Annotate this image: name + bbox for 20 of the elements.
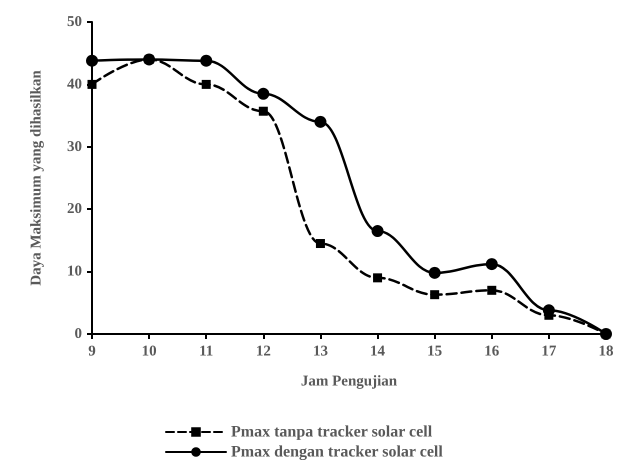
legend-label: Pmax dengan tracker solar cell <box>231 444 444 460</box>
x-tick-label: 11 <box>199 344 214 360</box>
x-tick-label: 16 <box>484 344 500 360</box>
x-tick-label: 15 <box>427 344 442 360</box>
x-tick-label: 10 <box>142 344 157 360</box>
x-tick-label: 14 <box>370 344 386 360</box>
legend-label: Pmax tanpa tracker solar cell <box>231 424 433 440</box>
x-tick-label: 13 <box>312 344 328 360</box>
y-axis-title: Daya Maksimum yang dihasilkan <box>28 70 44 286</box>
x-tick-label: 17 <box>541 344 557 360</box>
y-tick-label: 20 <box>67 201 82 218</box>
x-tick-label: 9 <box>88 344 96 360</box>
y-tick-label: 0 <box>74 326 82 342</box>
x-tick-label: 12 <box>256 344 271 360</box>
x-axis-title: Jam Pengujian <box>300 374 398 390</box>
x-tick-label: 18 <box>598 344 614 360</box>
y-tick-label: 40 <box>67 76 82 92</box>
y-tick-label: 30 <box>67 138 82 155</box>
y-tick-label: 10 <box>67 264 82 280</box>
y-tick-label: 50 <box>67 14 82 30</box>
